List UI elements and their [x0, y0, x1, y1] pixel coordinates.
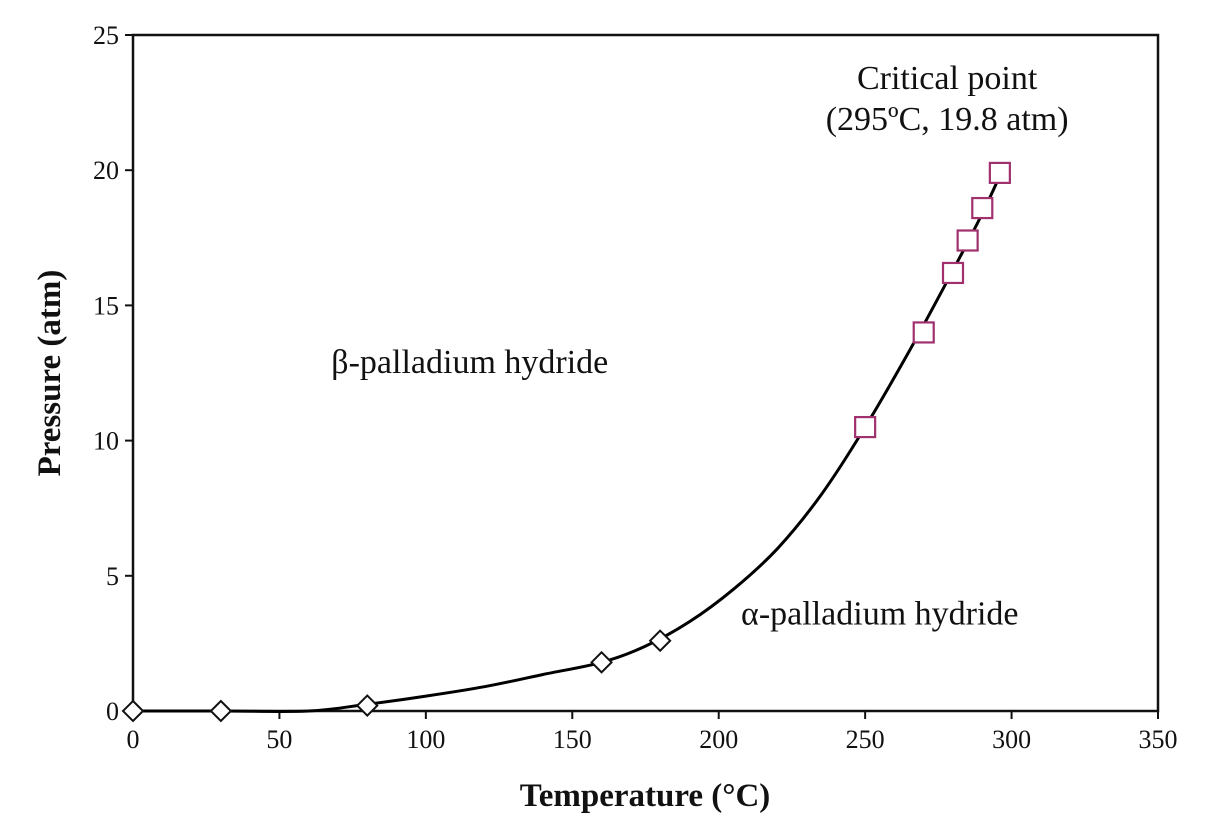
x-axis-title: Temperature (°C) — [520, 778, 771, 814]
annotation-beta: β-palladium hydride — [331, 344, 608, 381]
annotation-critical: (295ºC, 19.8 atm) — [826, 101, 1069, 138]
x-tick-label: 200 — [699, 725, 738, 754]
y-tick-label: 20 — [93, 156, 119, 185]
annotation-layer: β-palladium hydride α-palladium hydride Cr… — [331, 60, 1068, 632]
data-point-square — [941, 261, 965, 285]
y-tick-label: 0 — [106, 697, 119, 726]
x-tick-label: 150 — [553, 725, 592, 754]
data-point-diamond — [121, 699, 145, 723]
data-point-square — [956, 229, 979, 252]
x-ticks: 0 50 100 150 200 250 300 350 — [127, 711, 1178, 754]
y-tick-label: 5 — [106, 562, 119, 591]
data-point-square — [971, 196, 994, 220]
y-axis-title: Pressure (atm) — [32, 270, 68, 477]
x-tick-label: 100 — [406, 725, 445, 754]
marker-layer — [121, 161, 1011, 723]
data-point-square — [854, 415, 877, 439]
data-point-diamond — [209, 699, 233, 723]
annotation-alpha: α-palladium hydride — [741, 595, 1018, 632]
data-point-diamond — [648, 629, 672, 653]
x-tick-label: 300 — [992, 725, 1031, 754]
annotation-critical: Critical point — [857, 60, 1038, 97]
x-tick-label: 350 — [1139, 725, 1178, 754]
plot-area — [131, 33, 1160, 713]
data-point-square — [912, 321, 935, 344]
x-tick-label: 50 — [266, 725, 292, 754]
data-point-diamond — [590, 650, 613, 674]
y-ticks: 0 5 10 15 20 25 — [93, 21, 133, 726]
y-tick-label: 15 — [93, 291, 119, 320]
x-tick-label: 0 — [127, 725, 140, 754]
data-point-diamond — [355, 694, 379, 718]
y-tick-label: 10 — [93, 427, 119, 456]
x-tick-label: 250 — [846, 725, 885, 754]
y-tick-label: 25 — [93, 21, 119, 50]
data-point-square — [988, 161, 1011, 185]
